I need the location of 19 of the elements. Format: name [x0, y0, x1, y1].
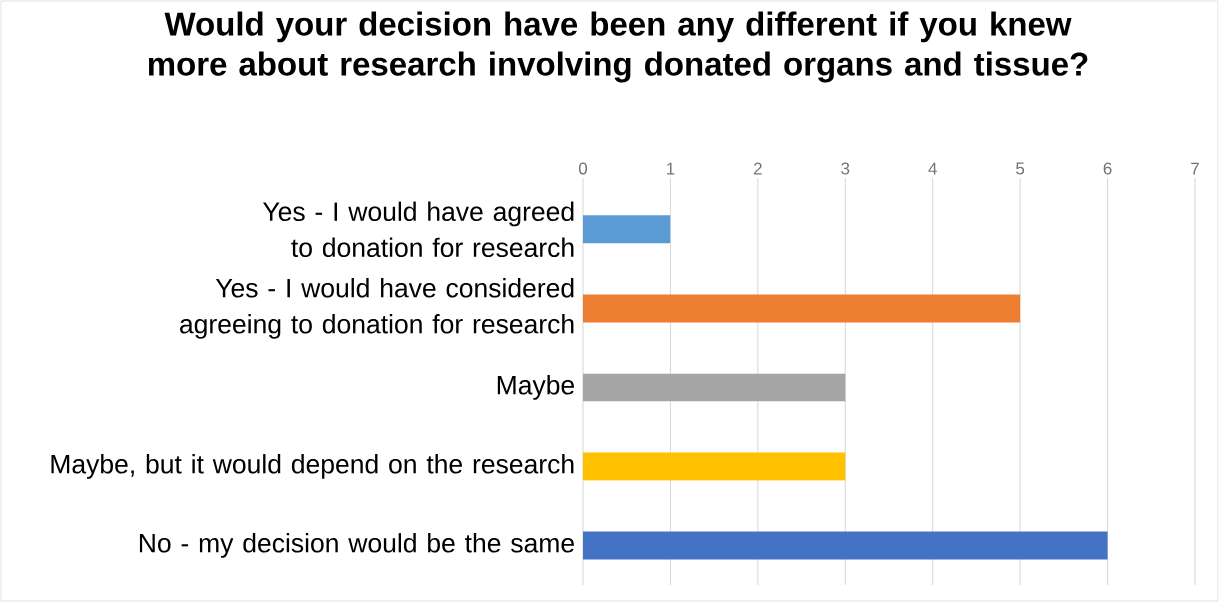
- x-tick-label: 1: [667, 162, 675, 175]
- bar: [583, 294, 1021, 323]
- x-tick-label: 4: [928, 162, 937, 175]
- x-tick-label: 2: [753, 162, 762, 175]
- chart-title: Would your decision have been any different if you knew more about research involving donated organs and tissue?: [148, 11, 1088, 83]
- bar: [583, 373, 846, 402]
- x-tick-label: 6: [1103, 162, 1112, 175]
- y-tick-label: Yes - I would have considered agreeing to donation for research: [180, 278, 574, 339]
- y-tick-label: Maybe, but it would depend on the research: [51, 454, 574, 479]
- bar: [583, 215, 671, 244]
- x-tick-label: 7: [1191, 162, 1199, 175]
- x-tick-label: 3: [841, 162, 850, 175]
- x-tick-label: 0: [578, 162, 588, 175]
- y-tick-label: Maybe: [497, 375, 575, 400]
- bar: [583, 452, 846, 481]
- bar: [583, 531, 1108, 560]
- y-tick-label: No - my decision would be the same: [139, 533, 574, 558]
- x-tick-label: 5: [1016, 162, 1025, 175]
- y-tick-label: Yes - I would have agreed to donation for research: [262, 201, 574, 258]
